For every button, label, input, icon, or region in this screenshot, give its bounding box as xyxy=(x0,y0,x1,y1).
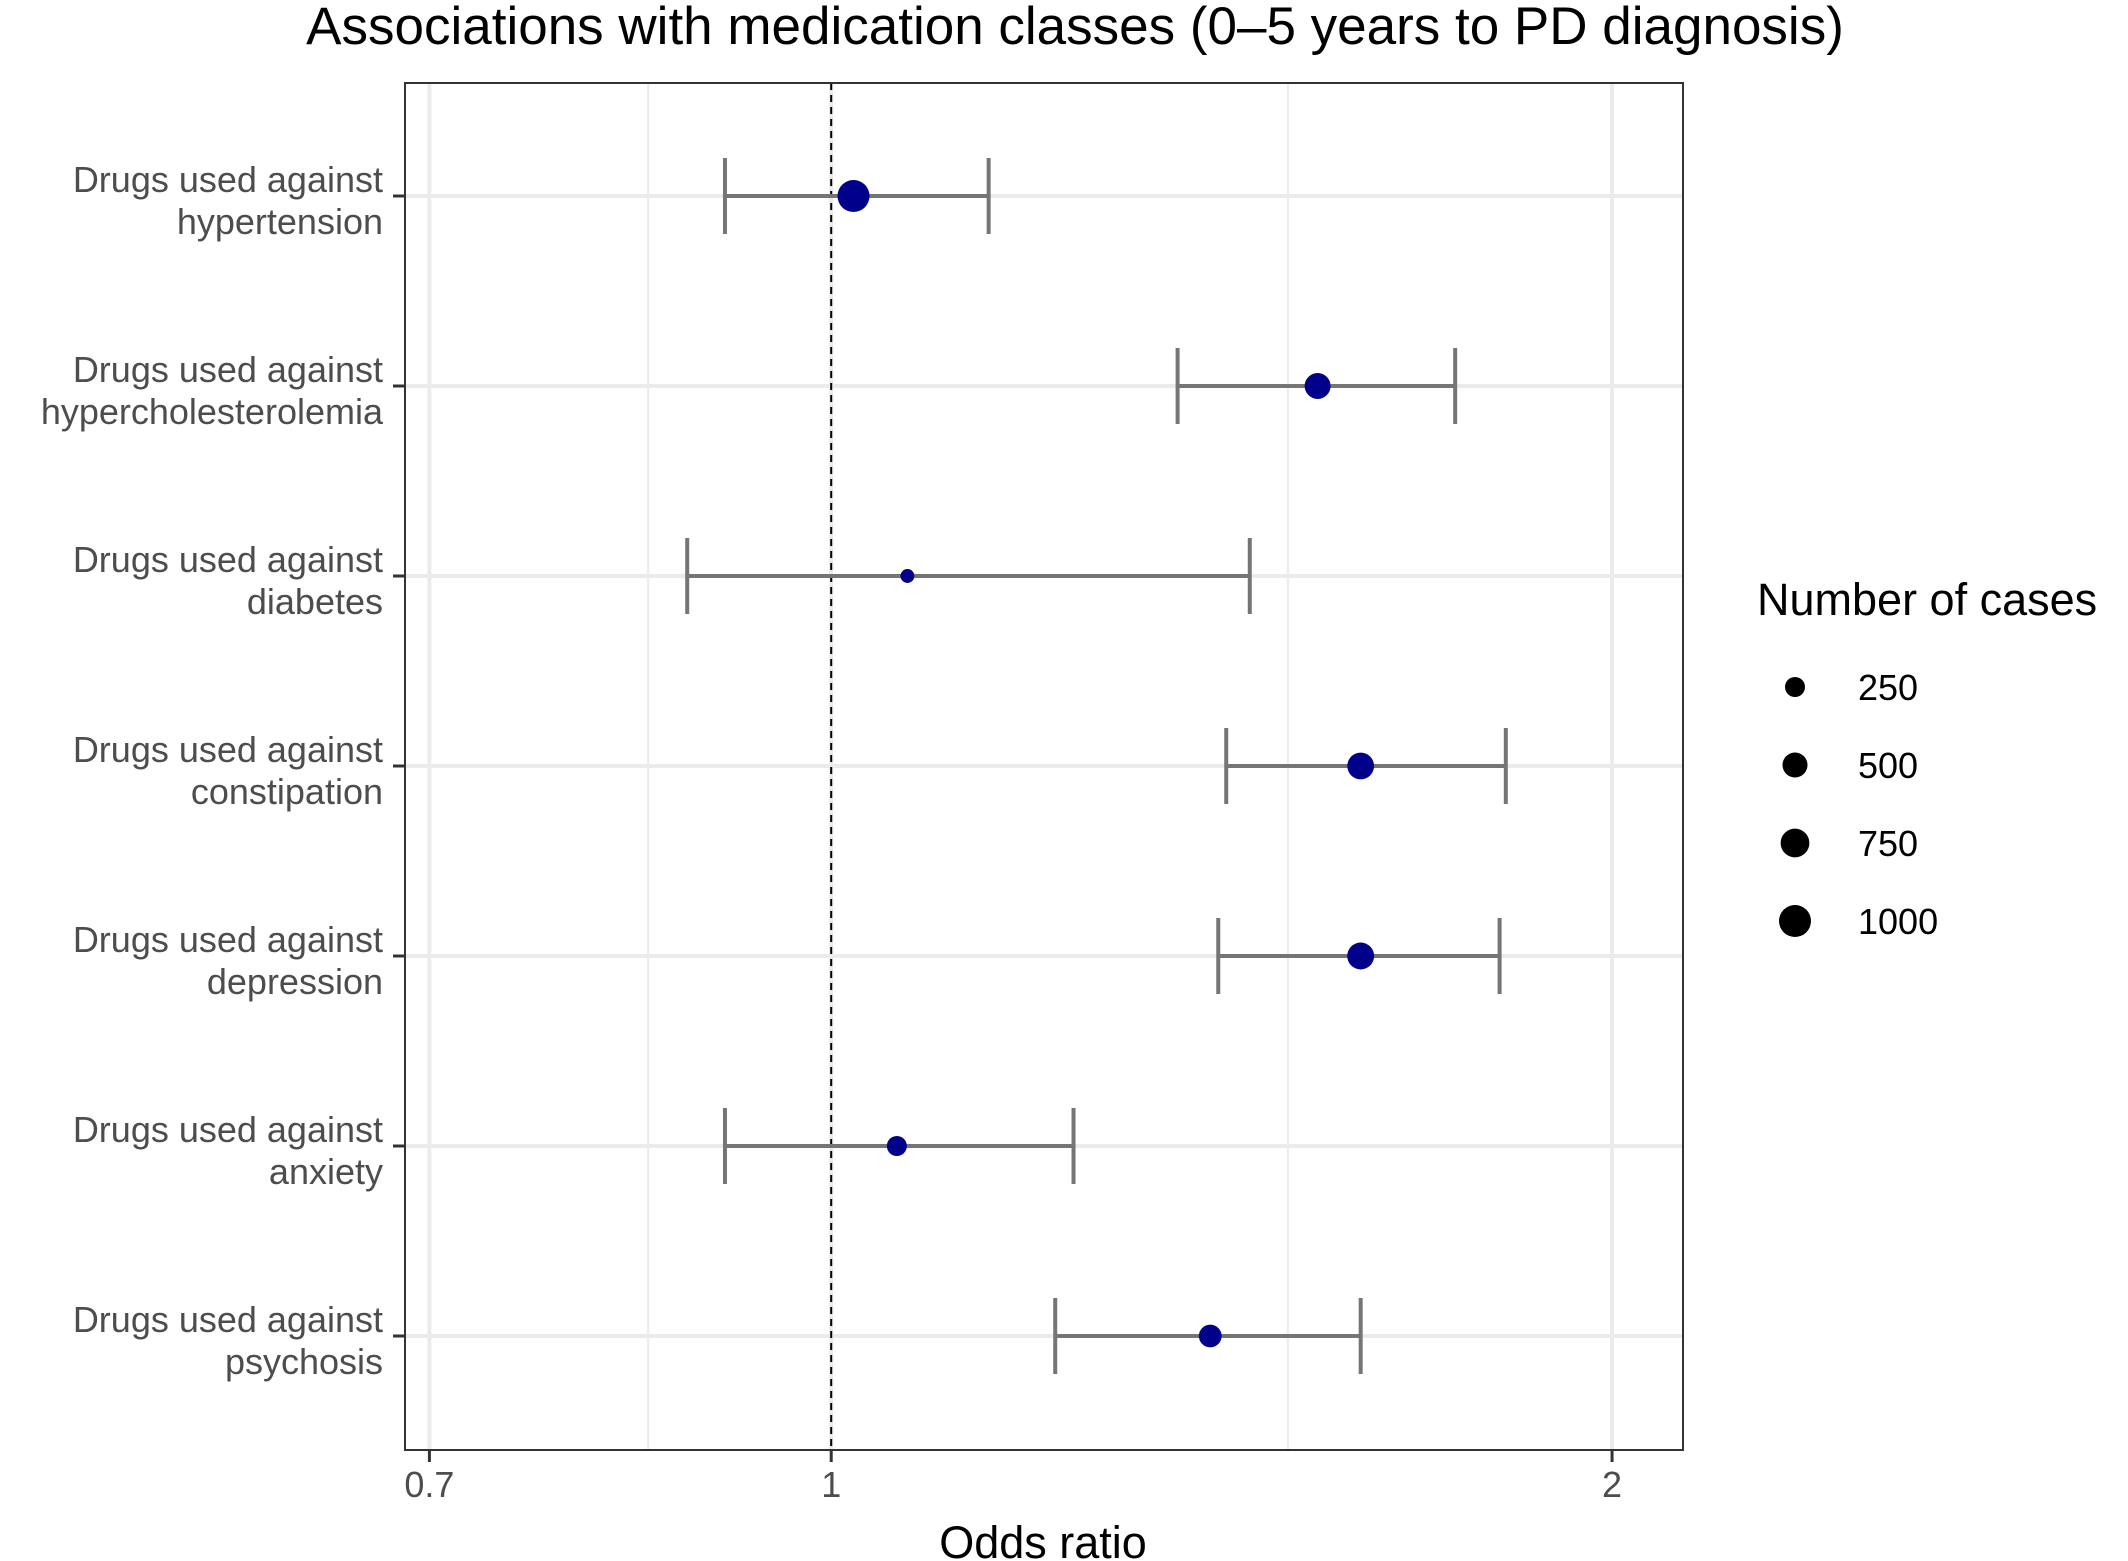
legend-label: 500 xyxy=(1858,745,1918,786)
x-axis: 0.7 1 2 xyxy=(404,1450,1622,1505)
data-point xyxy=(900,569,915,583)
y-tick-label-line: depression xyxy=(207,961,383,1002)
plot-panel xyxy=(404,82,1684,1451)
data-point xyxy=(837,180,870,212)
legend-key xyxy=(1785,677,1805,697)
legend-title: Number of cases xyxy=(1757,574,2097,625)
legend-key xyxy=(1782,752,1808,778)
data-point xyxy=(1347,942,1375,970)
y-tick-label: Drugs used against diabetes xyxy=(73,539,383,622)
legend-label: 750 xyxy=(1858,823,1918,864)
y-tick-label-line: hypercholesterolemia xyxy=(41,391,384,432)
data-point xyxy=(1347,752,1375,780)
legend-key xyxy=(1780,828,1810,858)
y-tick-label: Drugs used against constipation xyxy=(73,729,383,812)
legend: Number of cases 250 500 750 1000 xyxy=(1757,574,2097,942)
y-tick-label-line: Drugs used against xyxy=(73,1299,383,1340)
y-tick-label: Drugs used against psychosis xyxy=(73,1299,383,1382)
data-point xyxy=(1304,373,1331,399)
legend-key xyxy=(1779,905,1811,937)
legend-label: 1000 xyxy=(1858,901,1938,942)
data-point xyxy=(886,1136,907,1156)
y-tick-label-line: diabetes xyxy=(247,581,383,622)
y-tick-label: Drugs used against hypercholesterolemia xyxy=(41,349,384,432)
y-tick-label-line: Drugs used against xyxy=(73,1109,383,1150)
chart-title: Associations with medication classes (0–… xyxy=(306,0,1844,56)
y-tick-label-line: Drugs used against xyxy=(73,349,383,390)
y-tick-label-line: Drugs used against xyxy=(73,919,383,960)
y-tick-label-line: constipation xyxy=(191,771,383,812)
x-axis-label: Odds ratio xyxy=(939,1517,1147,1561)
y-tick-label-line: hypertension xyxy=(177,201,383,242)
y-tick-label-line: psychosis xyxy=(225,1341,383,1382)
data-point xyxy=(1198,1324,1222,1348)
y-tick-label: Drugs used against anxiety xyxy=(73,1109,383,1192)
y-tick-label-line: Drugs used against xyxy=(73,539,383,580)
legend-label: 250 xyxy=(1858,667,1918,708)
x-tick-label: 2 xyxy=(1602,1464,1622,1505)
y-tick-label-line: anxiety xyxy=(269,1151,383,1192)
y-tick-label-line: Drugs used against xyxy=(73,729,383,770)
y-tick-label-line: Drugs used against xyxy=(73,159,383,200)
x-tick-label: 1 xyxy=(821,1464,841,1505)
y-tick-label: Drugs used against hypertension xyxy=(73,159,383,242)
x-tick-label: 0.7 xyxy=(404,1464,454,1505)
y-tick-label: Drugs used against depression xyxy=(73,919,383,1002)
